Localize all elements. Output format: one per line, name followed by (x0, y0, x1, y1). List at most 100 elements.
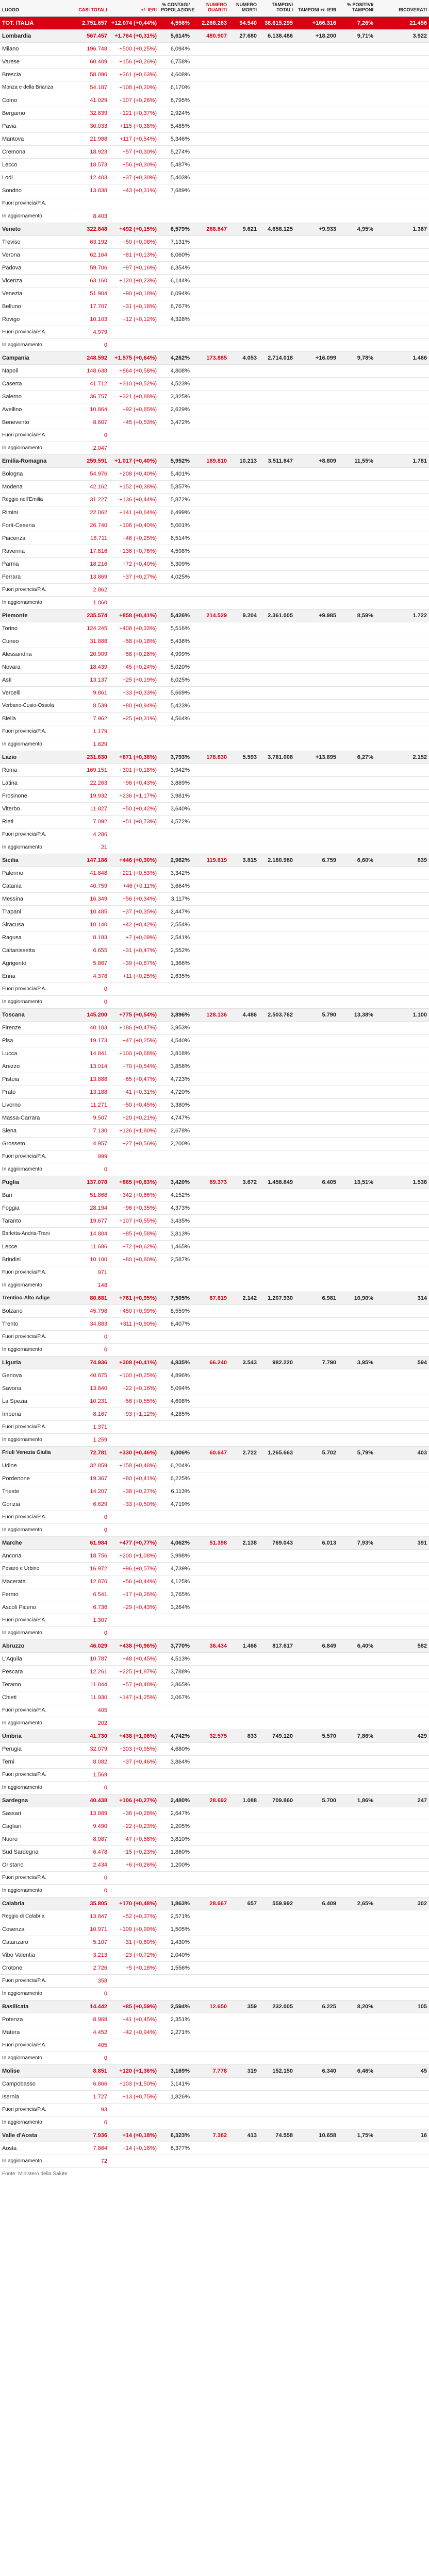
cell-tamponi (259, 1266, 295, 1279)
cell-morti (229, 699, 259, 713)
cell-luogo: Fuori provincia/P.A. (0, 1614, 62, 1627)
cell-positivi-tamponi (338, 1163, 375, 1176)
cell-guariti (192, 1420, 229, 1434)
cell-ieri: +14 (+0,18%) (109, 2142, 159, 2155)
cell-tamponi-ieri (295, 1742, 338, 1756)
cell-ieri: +864 (+0,58%) (109, 364, 159, 378)
cell-luogo: Fuori provincia/P.A. (0, 429, 62, 442)
cell-morti: 5.593 (229, 751, 259, 764)
cell-guariti (192, 1884, 229, 1897)
province-row: Ancona 18.756 +200 (+1,08%) 3,998% (0, 1549, 429, 1563)
province-row: Savona 13.840 +22 (+0,16%) 5,094% (0, 1382, 429, 1395)
cell-contagi-popolazione: 3,896% (159, 1008, 192, 1022)
province-row: Latina 22.263 +96 (+0,43%) 3,869% (0, 776, 429, 790)
province-row: Forlì-Cesena 26.740 +106 (+0,40%) 5,001% (0, 519, 429, 532)
cell-contagi-popolazione: 3,325% (159, 390, 192, 403)
cell-contagi-popolazione (159, 841, 192, 854)
cell-casi-totali: 93 (62, 2103, 109, 2116)
cell-guariti (192, 725, 229, 738)
cell-tamponi: 3.781.008 (259, 751, 295, 764)
province-row: Sondrio 13.838 +43 (+0,31%) 7,689% (0, 184, 429, 197)
cell-tamponi (259, 944, 295, 957)
province-row: Teramo 11.844 +57 (+0,48%) 3,865% (0, 1678, 429, 1691)
cell-tamponi-ieri (295, 596, 338, 609)
cell-casi-totali: 999 (62, 1150, 109, 1163)
cell-guariti (192, 68, 229, 81)
cell-casi-totali: 26.740 (62, 519, 109, 532)
cell-ieri (109, 596, 159, 609)
cell-guariti (192, 686, 229, 700)
cell-luogo: Fuori provincia/P.A. (0, 1330, 62, 1344)
cell-casi-totali: 0 (62, 1871, 109, 1885)
cell-morti (229, 1523, 259, 1537)
cell-ieri: +12.074 (+0,44%) (109, 16, 159, 30)
cell-morti (229, 1614, 259, 1627)
cell-contagi-popolazione: 3,169% (159, 2064, 192, 2078)
cell-ricoverati (375, 1691, 429, 1704)
cell-guariti (192, 300, 229, 313)
cell-positivi-tamponi (338, 1652, 375, 1666)
cell-guariti (192, 982, 229, 996)
cell-ricoverati (375, 1163, 429, 1176)
cell-ricoverati (375, 2155, 429, 2168)
cell-contagi-popolazione: 6,006% (159, 1446, 192, 1460)
cell-tamponi-ieri (295, 1201, 338, 1215)
cell-ieri: +38 (+0,27%) (109, 1485, 159, 1498)
cell-morti (229, 338, 259, 352)
cell-guariti (192, 377, 229, 391)
cell-contagi-popolazione: 2,200% (159, 1137, 192, 1150)
cell-luogo: Lucca (0, 1047, 62, 1060)
cell-guariti (192, 776, 229, 790)
cell-positivi-tamponi (338, 467, 375, 481)
cell-positivi-tamponi (338, 2103, 375, 2116)
cell-morti (229, 1652, 259, 1666)
province-row: Bari 51.868 +342 (+0,66%) 4,152% (0, 1189, 429, 1202)
cell-tamponi (259, 738, 295, 751)
cell-ieri: +492 (+0,15%) (109, 223, 159, 236)
cell-ricoverati (375, 1961, 429, 1975)
cell-contagi-popolazione: 4,564% (159, 712, 192, 725)
cell-guariti (192, 1240, 229, 1253)
cell-guariti (192, 1523, 229, 1537)
cell-positivi-tamponi: 7,86% (338, 1730, 375, 1743)
cell-tamponi (259, 622, 295, 635)
cell-positivi-tamponi (338, 1511, 375, 1524)
cell-guariti (192, 1961, 229, 1975)
cell-ieri: +438 (+1,06%) (109, 1730, 159, 1743)
cell-casi-totali: 169.151 (62, 764, 109, 777)
cell-morti (229, 300, 259, 313)
cell-casi-totali: 0 (62, 1163, 109, 1176)
cell-morti (229, 42, 259, 56)
cell-casi-totali: 124.245 (62, 622, 109, 635)
cell-luogo: Rimini (0, 506, 62, 519)
cell-tamponi-ieri (295, 2026, 338, 2039)
cell-positivi-tamponi (338, 789, 375, 803)
province-row: Cuneo 31.888 +58 (+0,18%) 5,436% (0, 635, 429, 648)
cell-positivi-tamponi: 11,55% (338, 454, 375, 468)
cell-tamponi (259, 506, 295, 519)
cell-ieri (109, 1614, 159, 1627)
cell-morti (229, 2103, 259, 2116)
cell-tamponi-ieri: 5.702 (295, 1446, 338, 1460)
cell-tamponi-ieri (295, 1974, 338, 1988)
region-row: Lombardia 567.457 +1.764 (+0,31%) 5,614% 480… (0, 29, 429, 43)
cell-casi-totali: 14.442 (62, 2000, 109, 2013)
cell-tamponi-ieri (295, 1858, 338, 1872)
cell-ieri: +301 (+0,18%) (109, 764, 159, 777)
cell-morti (229, 583, 259, 597)
cell-guariti (192, 197, 229, 210)
cell-positivi-tamponi (338, 68, 375, 81)
cell-morti (229, 132, 259, 146)
cell-tamponi (259, 1498, 295, 1511)
cell-guariti (192, 1433, 229, 1447)
cell-contagi-popolazione (159, 1987, 192, 2001)
cell-morti (229, 1742, 259, 1756)
cell-positivi-tamponi (338, 1279, 375, 1292)
cell-ieri: +1.017 (+0,40%) (109, 454, 159, 468)
cell-casi-totali: 8.403 (62, 210, 109, 223)
cell-tamponi (259, 1034, 295, 1047)
cell-guariti (192, 815, 229, 828)
province-row: Palermo 41.848 +221 (+0,53%) 3,342% (0, 867, 429, 880)
cell-morti (229, 1060, 259, 1073)
cell-ieri: +1.764 (+0,31%) (109, 29, 159, 43)
